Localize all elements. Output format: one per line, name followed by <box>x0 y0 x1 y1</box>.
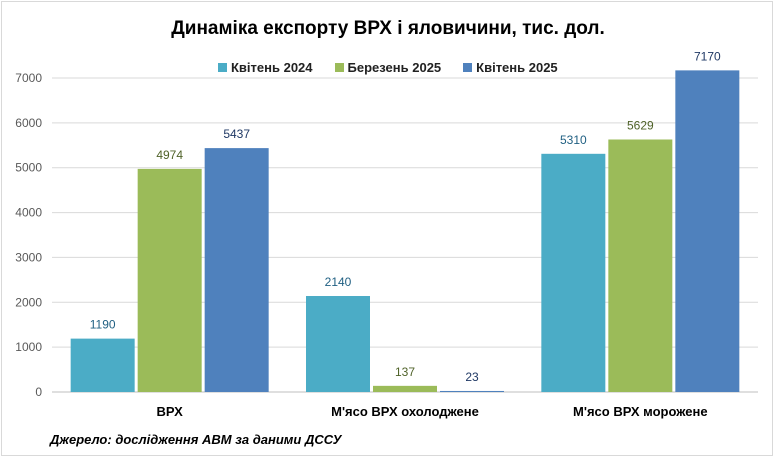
bar-1-0 <box>306 296 370 392</box>
y-tick-label: 2000 <box>15 295 42 309</box>
category-label-0: ВРХ <box>157 404 184 419</box>
bar-2-0 <box>541 153 606 392</box>
legend: Квітень 2024 Березень 2025 Квітень 2025 <box>218 60 558 75</box>
bar-0-0 <box>70 338 135 392</box>
y-tick-label: 3000 <box>15 250 42 264</box>
chart-title: Динаміка експорту ВРХ і яловичини, тис. … <box>171 18 605 39</box>
data-labels: 1190 4974 5437 2140 137 23 5310 5629 7170 <box>90 49 721 384</box>
category-label-2: М'ясо ВРХ морожене <box>573 404 708 419</box>
y-tick-label: 1000 <box>15 340 42 354</box>
bar-1-2 <box>440 390 504 392</box>
legend-swatch-2 <box>463 63 473 72</box>
y-tick-label: 7000 <box>15 71 42 85</box>
legend-swatch-0 <box>218 63 227 72</box>
data-label-1-1: 137 <box>395 365 415 379</box>
x-axis-categories: ВРХ М'ясо ВРХ охолоджене М'ясо ВРХ морожен… <box>157 404 708 419</box>
legend-item-0: Квітень 2024 <box>218 60 313 75</box>
data-label-0-0: 1190 <box>90 318 116 332</box>
bar-2-2 <box>675 70 740 393</box>
y-tick-label: 6000 <box>15 116 42 130</box>
data-label-0-1: 4974 <box>156 148 183 162</box>
data-label-1-2: 23 <box>465 370 479 384</box>
legend-label-0: Квітень 2024 <box>231 60 313 75</box>
bars <box>70 70 740 393</box>
data-label-0-2: 5437 <box>223 127 250 141</box>
y-axis-ticks: 0 1000 2000 3000 4000 5000 6000 7000 <box>15 71 42 399</box>
bar-2-1 <box>608 139 673 392</box>
source-note: Джерело: дослідження АВМ за даними ДССУ <box>50 432 342 447</box>
legend-label-2: Квітень 2025 <box>476 60 558 75</box>
data-label-2-0: 5310 <box>560 133 587 147</box>
y-tick-label: 0 <box>35 385 42 399</box>
y-tick-label: 4000 <box>15 206 42 220</box>
bar-0-2 <box>204 148 269 392</box>
bar-1-1 <box>373 385 437 392</box>
y-tick-label: 5000 <box>15 161 42 175</box>
legend-item-1: Березень 2025 <box>334 60 442 75</box>
data-label-1-0: 2140 <box>325 275 352 289</box>
bar-0-1 <box>137 168 202 392</box>
data-label-2-2: 7170 <box>694 49 721 63</box>
legend-swatch-1 <box>334 63 344 72</box>
data-label-2-1: 5629 <box>627 118 654 132</box>
legend-label-1: Березень 2025 <box>347 60 442 75</box>
category-label-1: М'ясо ВРХ охолоджене <box>331 404 479 419</box>
legend-item-2: Квітень 2025 <box>463 60 558 75</box>
